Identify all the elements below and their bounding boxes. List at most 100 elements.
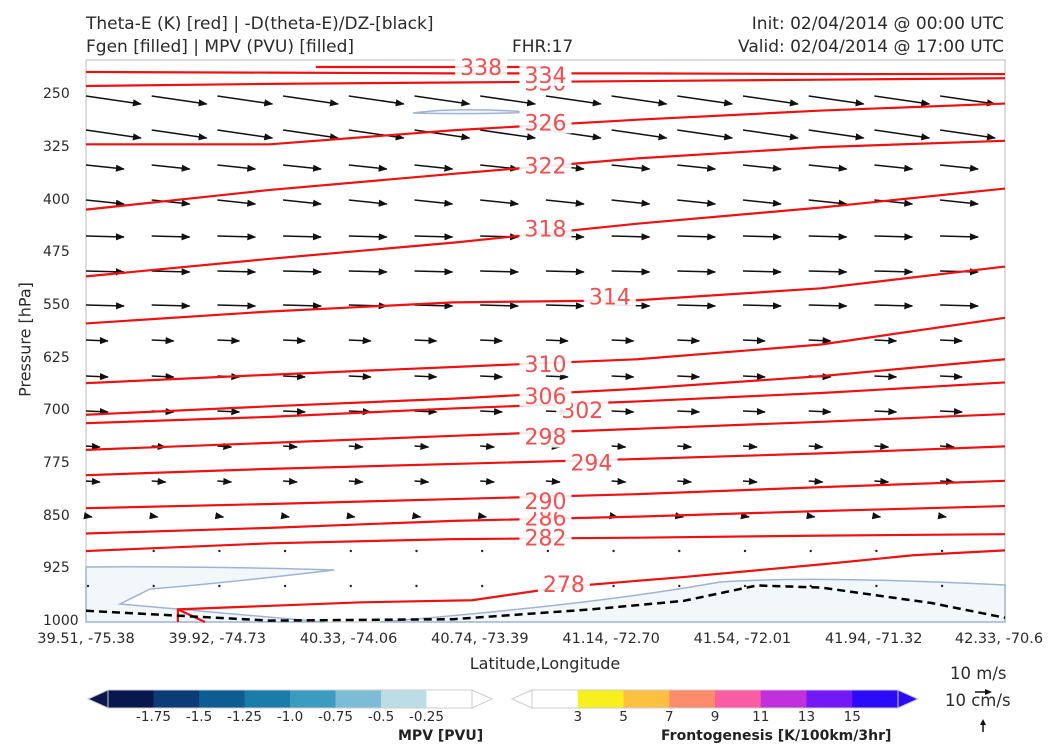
contour-label-bg <box>565 449 618 474</box>
wind-arrow <box>414 95 471 107</box>
title-line-1: Theta-E (K) [red] | -D(theta-E)/DZ-[blac… <box>86 14 434 34</box>
wind-arrow <box>85 477 101 486</box>
x-tick-label: 41.14, -72.70 <box>562 631 660 647</box>
wind-arrow <box>874 233 914 241</box>
wind-arrow <box>808 337 832 345</box>
fgen-colorbar-title: Frontogenesis [K/100km/3hr] <box>661 728 892 744</box>
wind-arrow <box>875 549 878 553</box>
x-tick-label: 41.94, -71.32 <box>824 631 923 647</box>
contour-label-282: 282 <box>525 527 567 552</box>
wind-arrow <box>85 129 142 141</box>
contour-label-326: 326 <box>525 112 567 137</box>
contour-label-338: 338 <box>460 56 502 81</box>
x-tick-label: 39.51, -75.38 <box>37 631 135 647</box>
wind-arrow <box>348 164 388 172</box>
contour-label-bg <box>519 109 572 134</box>
wind-arrow <box>940 373 963 381</box>
mpv-colorbar-tick: -0.25 <box>409 709 444 725</box>
wind-arrow <box>480 302 520 310</box>
wind-arrow <box>414 268 454 276</box>
wind-arrow <box>346 512 356 520</box>
wind-arrow <box>283 373 306 381</box>
wind-arrow <box>411 512 422 520</box>
wind-arrow <box>874 477 890 486</box>
wind-arrow <box>415 549 418 553</box>
mpv-colorbar-tick: -1.75 <box>136 709 171 725</box>
wind-arrow <box>348 129 405 141</box>
wind-arrow <box>678 584 681 588</box>
wind-arrow <box>83 512 93 520</box>
wind-arrow <box>214 512 225 520</box>
fgen-colorbar-segment <box>760 690 807 708</box>
mpv-shaded-region-left <box>85 566 335 623</box>
mpv-colorbar-segment <box>108 690 154 708</box>
wind-key-vertical-arrowhead <box>980 719 986 725</box>
dtheta-dz-zero-contour <box>85 584 1006 622</box>
wind-arrow <box>283 302 322 310</box>
wind-arrow <box>283 233 322 241</box>
wind-arrow <box>283 549 287 553</box>
wind-arrow <box>414 373 438 381</box>
wind-arrow <box>283 584 287 588</box>
wind-arrow <box>85 442 101 451</box>
wind-arrow <box>545 337 569 345</box>
wind-arrow <box>940 199 979 207</box>
wind-key-vertical-label: 10 cm/s <box>945 691 1011 710</box>
contour-label-bg <box>519 61 572 86</box>
wind-arrow <box>414 233 454 241</box>
wind-arrow <box>678 549 681 553</box>
wind-arrow <box>742 337 766 345</box>
wind-arrow <box>480 199 520 207</box>
wind-arrow <box>348 477 364 486</box>
wind-arrow <box>282 129 339 141</box>
wind-arrow <box>677 164 717 172</box>
wind-arrow <box>808 95 865 107</box>
contour-label-bg <box>519 524 572 549</box>
wind-arrow <box>677 442 693 451</box>
wind-arrow <box>939 129 996 141</box>
x-tick-label: 41.54, -72.01 <box>693 631 792 647</box>
x-tick-label: 40.33, -74.06 <box>299 631 398 647</box>
wind-arrow <box>414 129 471 141</box>
wind-arrow <box>348 442 364 451</box>
theta-e-contour-314 <box>85 265 1006 325</box>
y-tick-label: 625 <box>43 349 70 366</box>
wind-arrow <box>217 95 274 107</box>
wind-arrow <box>808 477 824 486</box>
wind-arrow <box>283 408 306 416</box>
mpv-colorbar-segment <box>153 690 200 708</box>
wind-arrow <box>152 584 155 588</box>
wind-arrow <box>414 164 454 172</box>
wind-arrow <box>874 373 898 381</box>
wind-arrow <box>151 129 208 141</box>
wind-arrow <box>283 268 322 276</box>
wind-arrow <box>939 95 996 107</box>
contour-label-322: 322 <box>525 154 567 179</box>
wind-arrow <box>85 408 109 416</box>
wind-arrow <box>611 95 668 107</box>
wind-arrow <box>611 477 627 486</box>
wind-arrow <box>480 408 504 416</box>
wind-arrow <box>217 408 241 416</box>
mpv-shaded-region-right <box>379 578 1006 623</box>
fgen-colorbar-outline <box>531 689 899 709</box>
fgen-colorbar-tick: 13 <box>797 709 816 725</box>
wind-arrow <box>85 337 109 345</box>
mpv-colorbar-tick: -1.0 <box>276 709 304 725</box>
wind-arrow <box>940 584 944 588</box>
wind-arrow <box>611 164 651 172</box>
wind-arrow <box>217 199 257 207</box>
y-tick-label: 400 <box>43 191 70 208</box>
wind-arrow <box>545 477 561 486</box>
wind-arrow <box>742 442 758 451</box>
wind-arrow <box>348 268 388 276</box>
wind-arrow <box>414 199 454 207</box>
theta-e-contour-294 <box>85 445 1006 477</box>
wind-arrow <box>940 337 963 345</box>
contour-label-306: 306 <box>525 385 567 410</box>
wind-arrow <box>874 164 914 172</box>
wind-arrow <box>677 129 734 141</box>
wind-arrow <box>414 302 454 310</box>
y-tick-label: 475 <box>43 244 70 261</box>
fgen-colorbar-tick: 5 <box>619 709 628 725</box>
